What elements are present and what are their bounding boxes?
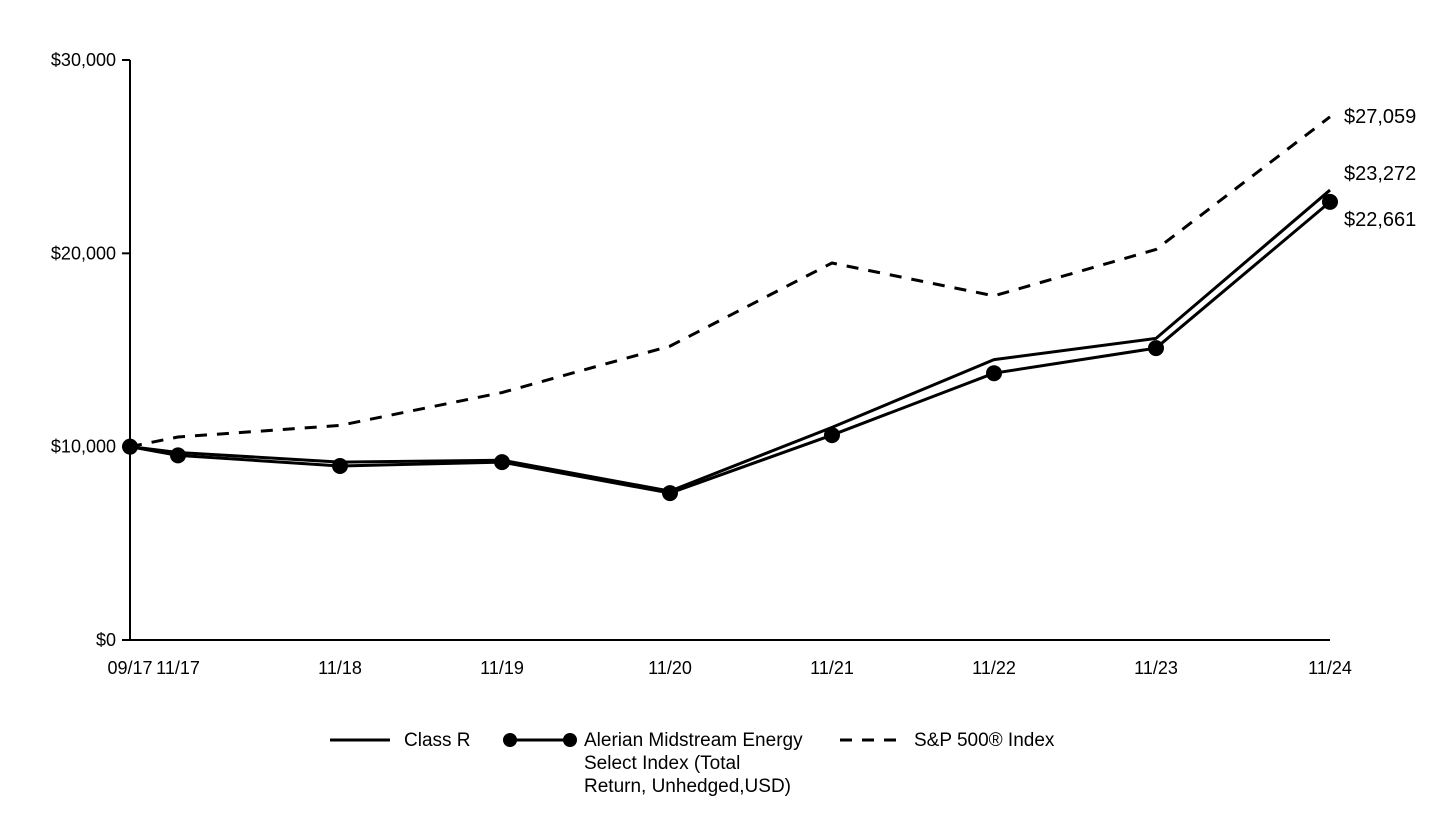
y-tick-label: $0 — [96, 630, 116, 650]
series-marker-alerian — [332, 458, 348, 474]
growth-chart: $0 $10,000 $20,000 $30,000 09/1711/17 11/18 11… — [0, 0, 1440, 840]
chart-svg: $0 $10,000 $20,000 $30,000 09/1711/17 11/18 11… — [0, 0, 1440, 840]
series-marker-alerian — [824, 427, 840, 443]
y-tick-label: $10,000 — [51, 437, 116, 457]
series-marker-alerian — [1322, 194, 1338, 210]
legend-label-alerian: Select Index (Total — [584, 753, 740, 774]
legend-label-sp500: S&P 500® Index — [914, 730, 1055, 751]
series-marker-alerian — [170, 447, 186, 463]
chart-background — [0, 0, 1440, 840]
x-tick-label: 11/24 — [1308, 658, 1352, 678]
x-tick-label: 11/22 — [972, 658, 1016, 678]
series-end-label-sp500: $27,059 — [1344, 106, 1416, 128]
y-tick-label: $30,000 — [51, 50, 116, 70]
x-tick-label: 11/20 — [648, 658, 692, 678]
series-marker-alerian — [662, 485, 678, 501]
x-tick-label: 11/23 — [1134, 658, 1178, 678]
legend-label-class_r: Class R — [404, 730, 471, 751]
series-marker-alerian — [1148, 340, 1164, 356]
x-tick-label: 11/21 — [810, 658, 854, 678]
x-tick-label: 11/18 — [318, 658, 362, 678]
y-tick-label: $20,000 — [51, 243, 116, 263]
series-end-label-class_r: $23,272 — [1344, 163, 1416, 185]
x-tick-label: 11/17 — [156, 658, 200, 678]
series-end-label-alerian: $22,661 — [1344, 209, 1416, 231]
series-marker-alerian — [986, 365, 1002, 381]
legend-label-alerian: Return, Unhedged,USD) — [584, 776, 791, 797]
legend-sample-marker-alerian — [563, 733, 577, 747]
legend-label-alerian: Alerian Midstream Energy — [584, 730, 803, 751]
x-tick-label: 11/19 — [480, 658, 524, 678]
series-marker-alerian — [494, 454, 510, 470]
legend-sample-marker-alerian — [503, 733, 517, 747]
x-tick-label: 09/17 — [107, 658, 152, 678]
